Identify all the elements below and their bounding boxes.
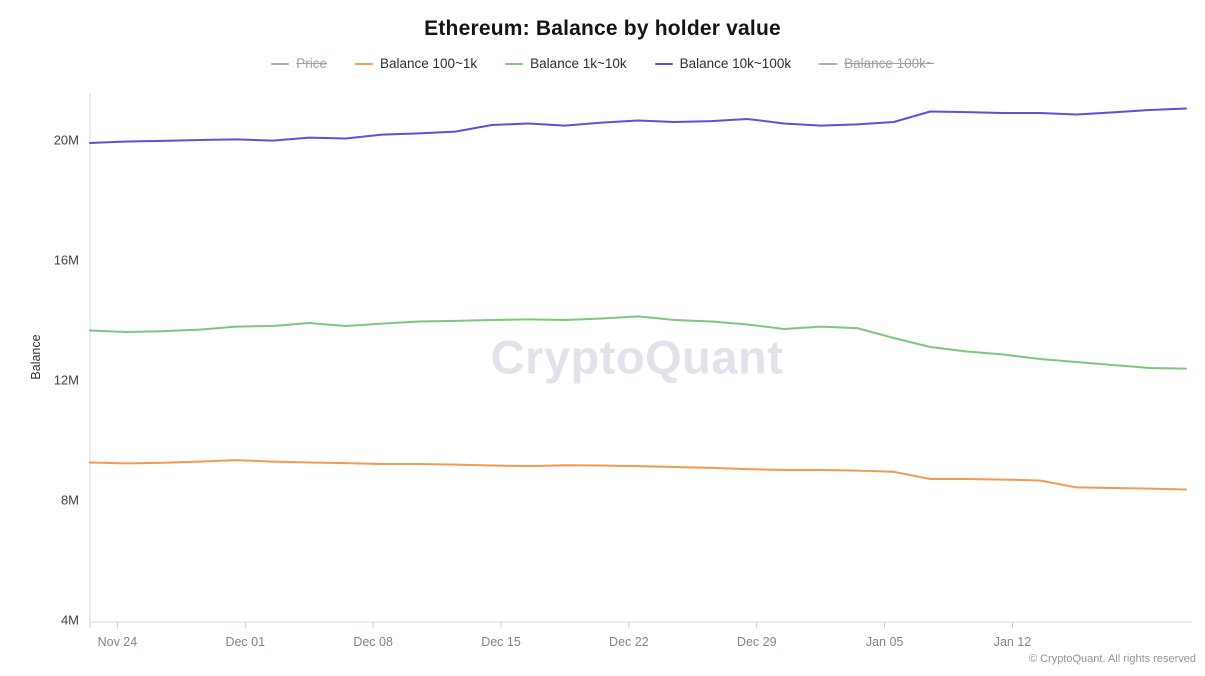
legend-item-label: Balance 100k~ — [844, 56, 934, 71]
legend-item-balance-1k-10k[interactable]: Balance 1k~10k — [505, 56, 627, 71]
legend-line-icon — [654, 62, 673, 65]
x-tick-label: Dec 15 — [481, 635, 521, 649]
legend: Price Balance 100~1k Balance 1k~10k Bala… — [0, 56, 1205, 71]
x-tick-label: Dec 08 — [353, 635, 393, 649]
legend-item-price[interactable]: Price — [271, 56, 327, 71]
copyright-footer: © CryptoQuant. All rights reserved — [1028, 653, 1196, 665]
y-tick-label: 8M — [61, 493, 79, 508]
legend-line-icon — [271, 62, 290, 65]
x-tick-label: Dec 01 — [225, 635, 265, 649]
series-line-balance-10k-100k — [89, 107, 1187, 144]
x-tick-label: Jan 12 — [994, 635, 1032, 649]
legend-line-icon — [505, 62, 524, 65]
y-tick-label: 20M — [54, 133, 79, 148]
x-tick-label: Dec 29 — [737, 635, 777, 649]
legend-item-balance-100k[interactable]: Balance 100k~ — [819, 56, 934, 71]
legend-line-icon — [354, 62, 373, 65]
legend-item-label: Balance 10k~100k — [679, 56, 792, 71]
legend-item-balance-100-1k[interactable]: Balance 100~1k — [354, 56, 478, 71]
y-tick-label: 12M — [54, 373, 79, 388]
legend-line-icon — [819, 62, 838, 65]
legend-item-label: Balance 100~1k — [379, 56, 478, 71]
legend-item-balance-10k-100k[interactable]: Balance 10k~100k — [654, 56, 792, 71]
x-tick-label: Dec 22 — [609, 635, 649, 649]
legend-item-label: Price — [296, 56, 327, 71]
x-tick-label: Jan 05 — [866, 635, 904, 649]
legend-item-label: Balance 1k~10k — [530, 56, 627, 71]
y-tick-label: 16M — [54, 253, 79, 268]
x-tick-label: Nov 24 — [98, 635, 138, 649]
series-line-balance-100-1k — [89, 459, 1187, 491]
y-tick-label: 4M — [61, 613, 79, 628]
series-line-balance-1k-10k — [89, 315, 1187, 370]
chart-title: Ethereum: Balance by holder value — [424, 17, 781, 40]
